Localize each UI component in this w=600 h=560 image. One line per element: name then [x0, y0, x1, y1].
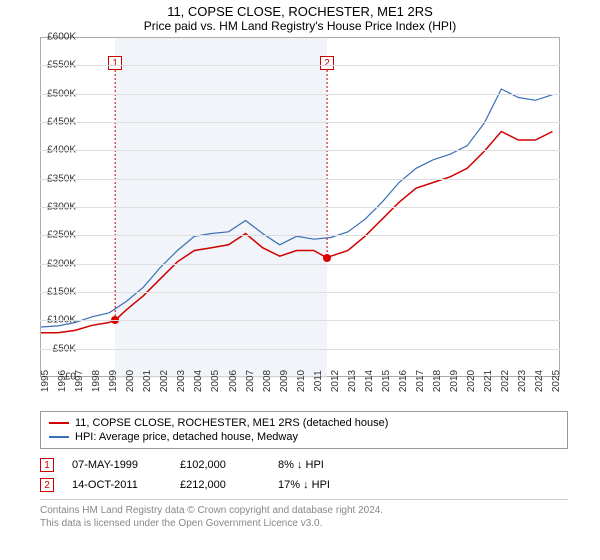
x-tick-label: 1996	[57, 370, 68, 392]
legend: 11, COPSE CLOSE, ROCHESTER, ME1 2RS (det…	[40, 411, 568, 449]
txn-date: 14-OCT-2011	[72, 479, 162, 491]
x-tick-label: 1997	[74, 370, 85, 392]
gridline	[40, 320, 560, 321]
gridline	[40, 235, 560, 236]
txn-date: 07-MAY-1999	[72, 459, 162, 471]
x-tick-label: 2009	[279, 370, 290, 392]
gridline	[40, 122, 560, 123]
series-red	[41, 132, 553, 333]
x-tick-label: 2018	[432, 370, 443, 392]
x-tick-label: 2013	[347, 370, 358, 392]
x-tick-label: 2022	[500, 370, 511, 392]
x-tick-label: 2021	[483, 370, 494, 392]
gridline	[40, 207, 560, 208]
marker-point	[323, 254, 331, 262]
txn-price: £212,000	[180, 479, 260, 491]
x-tick-label: 2002	[159, 370, 170, 392]
x-tick-label: 2012	[330, 370, 341, 392]
chart: 12 £0£50K£100K£150K£200K£250K£300K£350K£…	[40, 37, 600, 407]
legend-label: HPI: Average price, detached house, Medw…	[75, 431, 298, 443]
table-row: 1 07-MAY-1999 £102,000 8% ↓ HPI	[40, 455, 568, 475]
x-tick-label: 2001	[142, 370, 153, 392]
x-tick-label: 2015	[381, 370, 392, 392]
legend-swatch	[49, 422, 69, 424]
gridline	[40, 292, 560, 293]
x-tick-label: 2014	[364, 370, 375, 392]
x-tick-label: 2010	[296, 370, 307, 392]
gridline	[40, 349, 560, 350]
x-tick-label: 2007	[245, 370, 256, 392]
x-tick-label: 2016	[398, 370, 409, 392]
x-tick-label: 2005	[210, 370, 221, 392]
gridline	[40, 94, 560, 95]
legend-item: 11, COPSE CLOSE, ROCHESTER, ME1 2RS (det…	[49, 416, 559, 430]
footer: Contains HM Land Registry data © Crown c…	[40, 499, 568, 530]
x-tick-label: 2004	[193, 370, 204, 392]
legend-label: 11, COPSE CLOSE, ROCHESTER, ME1 2RS (det…	[75, 417, 388, 429]
x-tick-label: 1998	[91, 370, 102, 392]
gridline	[40, 150, 560, 151]
x-tick-label: 2017	[415, 370, 426, 392]
gridline	[40, 264, 560, 265]
footer-line: Contains HM Land Registry data © Crown c…	[40, 504, 568, 517]
txn-marker: 2	[40, 478, 54, 492]
x-tick-label: 1995	[40, 370, 51, 392]
x-tick-label: 2025	[551, 370, 562, 392]
x-tick-label: 2011	[313, 370, 324, 392]
transaction-table: 1 07-MAY-1999 £102,000 8% ↓ HPI 2 14-OCT…	[40, 455, 568, 495]
x-tick-label: 2003	[176, 370, 187, 392]
x-tick-label: 2000	[125, 370, 136, 392]
gridline	[40, 179, 560, 180]
table-row: 2 14-OCT-2011 £212,000 17% ↓ HPI	[40, 475, 568, 495]
gridline	[40, 65, 560, 66]
x-tick-label: 2020	[466, 370, 477, 392]
footer-line: This data is licensed under the Open Gov…	[40, 517, 568, 530]
y-tick-label: £600K	[47, 32, 76, 43]
legend-swatch	[49, 436, 69, 438]
x-tick-label: 2019	[449, 370, 460, 392]
x-tick-label: 2024	[534, 370, 545, 392]
txn-price: £102,000	[180, 459, 260, 471]
x-tick-label: 2008	[262, 370, 273, 392]
x-tick-label: 2006	[228, 370, 239, 392]
marker-label: 1	[108, 56, 122, 70]
x-tick-label: 2023	[517, 370, 528, 392]
legend-item: HPI: Average price, detached house, Medw…	[49, 430, 559, 444]
marker-label: 2	[320, 56, 334, 70]
page-title: 11, COPSE CLOSE, ROCHESTER, ME1 2RS	[0, 0, 600, 19]
txn-marker: 1	[40, 458, 54, 472]
txn-pct: 8% ↓ HPI	[278, 459, 324, 471]
page-subtitle: Price paid vs. HM Land Registry's House …	[0, 19, 600, 37]
txn-pct: 17% ↓ HPI	[278, 479, 330, 491]
x-tick-label: 1999	[108, 370, 119, 392]
line-series	[41, 38, 561, 378]
